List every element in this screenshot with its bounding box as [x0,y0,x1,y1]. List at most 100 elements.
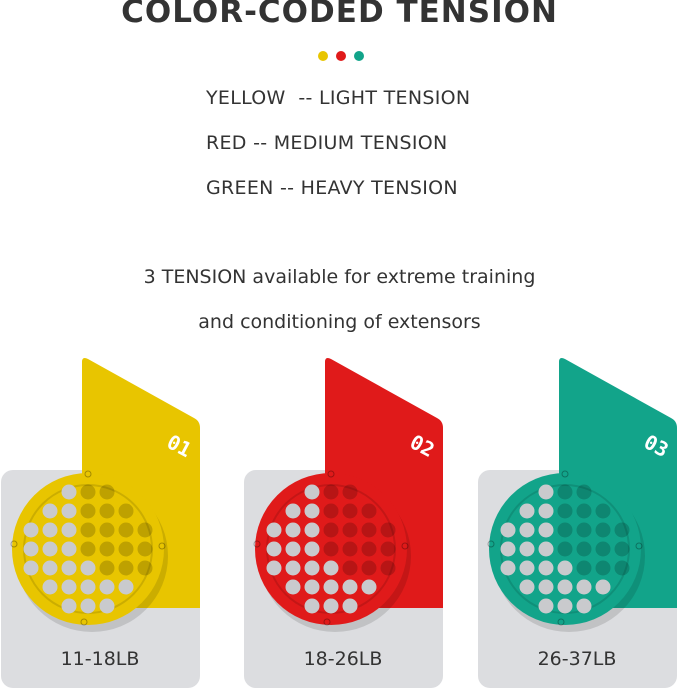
disc-hole [576,598,592,614]
disc-hole [80,484,96,500]
disc-hole [99,503,115,519]
disc-hole [266,541,282,557]
disc-hole [538,560,554,576]
disc-hole [538,484,554,500]
disc-hole [614,541,630,557]
disc-hole [342,484,358,500]
legend-yellow: YELLOW -- LIGHT TENSION [206,87,471,109]
disc-hole [42,522,58,538]
disc-hole [266,522,282,538]
disc-hole [80,503,96,519]
disc-hole [500,522,516,538]
disc-hole [576,484,592,500]
disc-hole [500,541,516,557]
range-label-2: 18-26LB [303,648,383,670]
disc-hole [557,560,573,576]
disc-hole [99,484,115,500]
disc-hole [285,560,301,576]
disc-hole [118,541,134,557]
disc-hole [304,560,320,576]
disc-hole [380,541,396,557]
legend-green: GREEN -- HEAVY TENSION [206,177,458,199]
disc-hole [304,484,320,500]
disc-hole [304,503,320,519]
disc-hole [538,598,554,614]
disc-hole [595,541,611,557]
disc-hole [285,579,301,595]
disc-hole [519,560,535,576]
screw-icon [158,542,166,550]
disc-hole [304,579,320,595]
disc-hole [361,579,377,595]
disc-hole [42,560,58,576]
disc-hole [266,560,282,576]
disc-hole [118,579,134,595]
disc-hole [361,541,377,557]
disc-hole [61,560,77,576]
subtitle-line-2: and conditioning of extensors [198,311,481,333]
disc-hole [23,541,39,557]
disc-hole [323,503,339,519]
disc-hole [342,598,358,614]
disc-hole [557,598,573,614]
disc-hole [614,560,630,576]
disc-hole [500,560,516,576]
disc-hole [557,503,573,519]
disc-hole [323,522,339,538]
disc-hole [323,598,339,614]
disc-hole [23,522,39,538]
product-2: 02 [244,358,443,688]
disc-hole [80,579,96,595]
yellow-dot [318,51,328,61]
disc-hole [323,541,339,557]
range-label-1: 11-18LB [60,648,140,670]
product-1: 01 [1,358,200,688]
disc-hole [576,560,592,576]
disc-hole [285,503,301,519]
disc-hole [42,579,58,595]
screw-icon [487,540,495,548]
disc-hole [99,541,115,557]
disc-hole [361,503,377,519]
disc-hole [80,522,96,538]
screw-icon [561,470,569,478]
disc-hole [576,541,592,557]
disc-hole [342,522,358,538]
disc-hole [80,598,96,614]
disc-hole [285,541,301,557]
disc-hole [380,522,396,538]
disc-hole [519,503,535,519]
disc-hole [137,522,153,538]
disc-hole [595,522,611,538]
disc-hole [361,522,377,538]
disc-hole [99,522,115,538]
disc-hole [576,579,592,595]
disc-hole [538,579,554,595]
page-title: COLOR-CODED TENSION [121,0,558,30]
disc-hole [61,598,77,614]
disc-hole [342,579,358,595]
screw-icon [253,540,261,548]
red-dot [336,51,346,61]
color-dots [318,51,364,61]
disc-hole [285,522,301,538]
disc-hole [61,579,77,595]
disc-hole [576,503,592,519]
disc-hole [304,541,320,557]
disc-hole [61,522,77,538]
screw-icon [323,618,331,626]
disc-hole [342,560,358,576]
disc-hole [595,503,611,519]
disc-hole [557,522,573,538]
screw-icon [635,542,643,550]
screw-icon [557,618,565,626]
screw-icon [327,470,335,478]
disc-hole [361,560,377,576]
disc-hole [614,522,630,538]
disc-hole [538,503,554,519]
disc-hole [323,560,339,576]
disc-hole [538,541,554,557]
disc-hole [42,541,58,557]
legend-red: RED -- MEDIUM TENSION [206,132,448,154]
